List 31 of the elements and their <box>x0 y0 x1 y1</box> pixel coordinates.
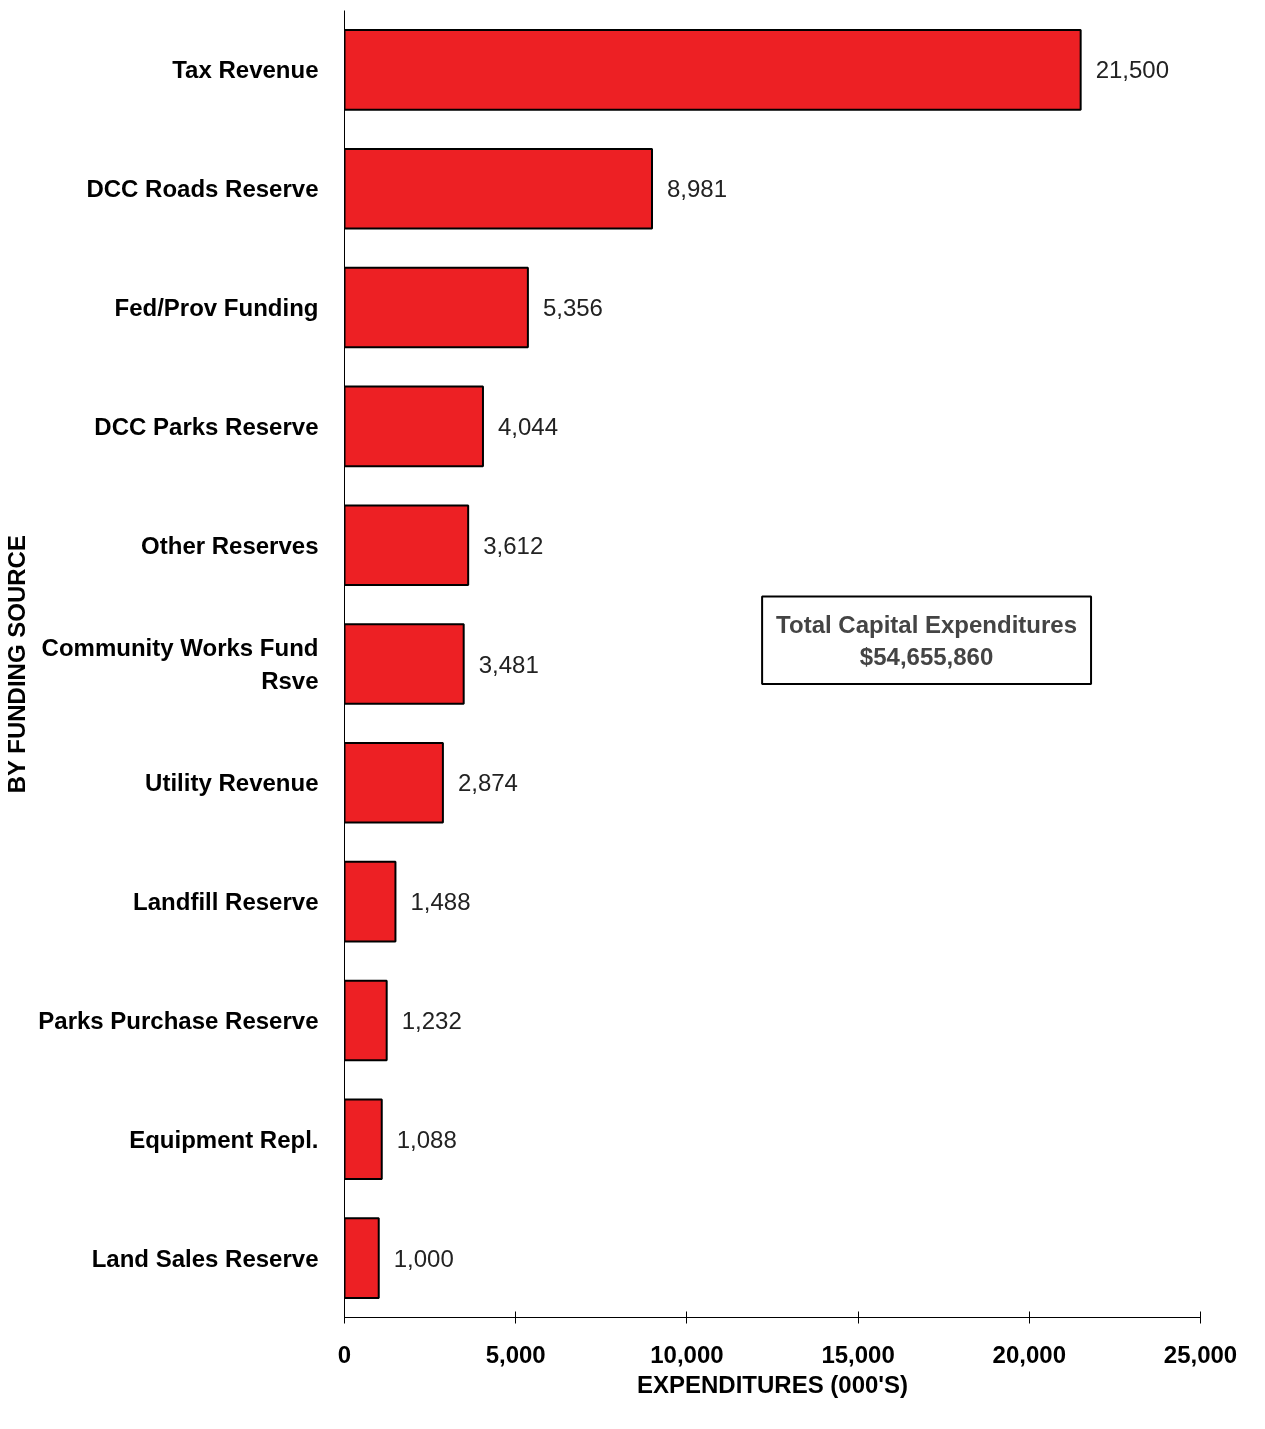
x-tick-label: 5,000 <box>485 1340 546 1368</box>
y-tick-label: Tax Revenue <box>172 56 319 84</box>
y-tick-label: Other Reserves <box>141 531 319 559</box>
data-label: 3,612 <box>483 531 544 559</box>
annotation: Total Capital Expenditures $54,655,860 <box>776 610 1078 670</box>
x-tick-label: 25,000 <box>1163 1340 1238 1368</box>
y-tick-label: Landfill Reserve <box>133 888 319 916</box>
x-tick-label: 20,000 <box>992 1340 1066 1368</box>
y-tick-label: Parks Purchase Reserve <box>38 1006 319 1034</box>
data-label: 1,000 <box>393 1244 454 1272</box>
x-tick-label: 15,000 <box>821 1340 895 1368</box>
y-tick-label: Land Sales Reserve <box>91 1244 319 1272</box>
x-tick-label: 10,000 <box>650 1340 724 1368</box>
data-label: 4,044 <box>497 412 559 440</box>
data-label: 1,488 <box>410 888 471 916</box>
x-tick-label: 0 <box>337 1340 352 1368</box>
data-label: 3,481 <box>478 650 539 678</box>
data-label: 1,232 <box>401 1006 462 1034</box>
y-tick-label: Community Works Fund Rsve <box>41 634 319 694</box>
data-label: 5,356 <box>542 294 603 322</box>
y-axis-title: BY FUNDING SOURCE <box>3 535 31 794</box>
data-label: 21,500 <box>1095 56 1170 84</box>
y-tick-label: Utility Revenue <box>145 769 319 797</box>
data-label: 2,874 <box>457 769 518 797</box>
y-tick-label: DCC Parks Reserve <box>94 412 319 440</box>
data-label: 8,981 <box>667 175 728 203</box>
data-label: 1,088 <box>396 1125 457 1153</box>
y-tick-label: Fed/Prov Funding <box>114 294 319 322</box>
y-tick-label: DCC Roads Reserve <box>86 175 319 203</box>
y-tick-label: Equipment Repl. <box>129 1125 319 1153</box>
x-axis-title: EXPENDITURES (000'S) <box>636 1370 909 1398</box>
